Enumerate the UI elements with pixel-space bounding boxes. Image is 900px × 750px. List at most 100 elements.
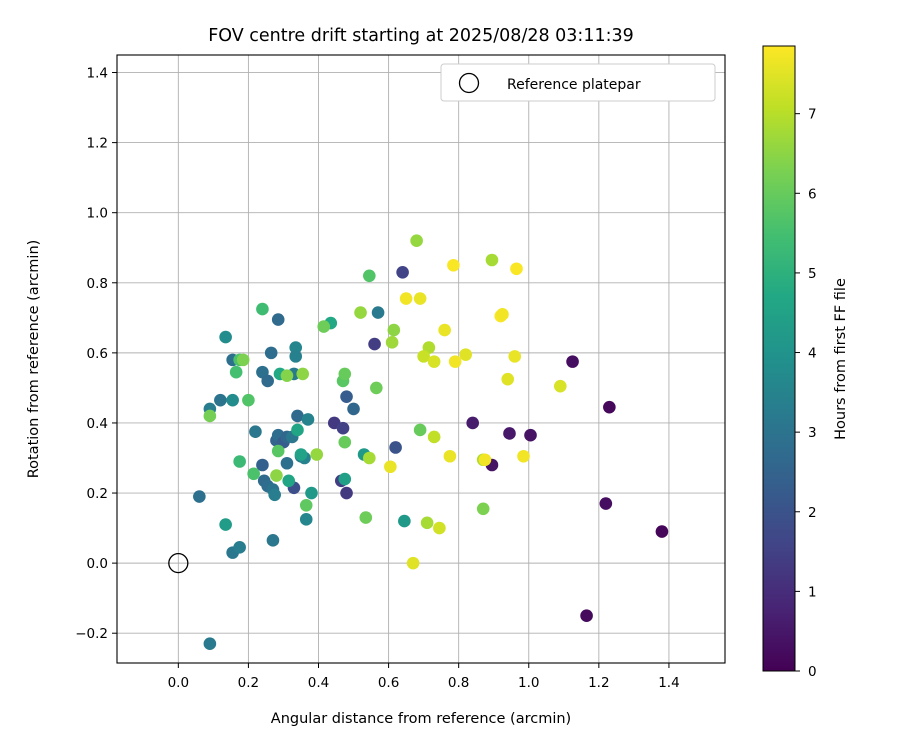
data-point [427,430,441,444]
y-tick-label: 0.4 [87,416,108,432]
y-tick-label: 1.0 [87,206,108,222]
y-tick-label: 1.4 [87,66,108,82]
data-point [193,490,206,503]
data-point [371,306,385,319]
x-tick-label: 0.0 [168,675,189,691]
x-tick-label: 1.4 [658,675,679,691]
data-point [466,416,479,430]
data-point [510,262,523,276]
data-point [410,234,423,248]
data-point [219,330,232,344]
legend-reference-icon [458,72,480,94]
data-point [524,428,537,442]
data-point [359,511,373,524]
data-point [247,467,260,481]
colorbar-tick-label: 3 [808,425,817,441]
data-point [236,353,250,367]
plot-frame [116,54,726,664]
data-point [340,390,353,403]
colorbar-tick-label: 7 [808,107,817,123]
colorbar-tick-label: 0 [808,664,817,680]
x-axis-label: Angular distance from reference (arcmin) [271,711,571,727]
data-point [203,409,217,423]
legend-entry-reference: Reference platepar [507,77,641,93]
data-point [214,393,227,407]
x-tick-label: 1.0 [518,675,539,691]
data-point [406,556,420,570]
colorbar-tick-label: 2 [808,505,817,521]
data-point [447,258,460,272]
data-point [233,541,246,554]
data-point [270,469,283,482]
data-point [317,320,331,333]
x-tick-label: 0.2 [238,675,259,691]
data-point [249,425,262,439]
y-tick-label: −0.2 [75,626,108,642]
data-point [433,521,446,535]
legend: Reference platepar [440,63,716,102]
x-tick-label: 0.4 [308,675,329,691]
data-point [336,421,350,435]
data-point [280,456,294,470]
data-point [338,367,352,381]
data-point [566,355,579,368]
y-tick-label: 1.2 [87,136,108,152]
data-point [363,269,376,283]
data-point [226,393,239,407]
data-point [299,513,313,526]
y-tick-label: 0.0 [87,556,108,572]
reference-marker [168,552,189,574]
data-point [289,350,303,363]
data-point [385,336,399,349]
data-point [478,453,492,467]
data-point [389,441,402,454]
data-point [384,460,397,474]
data-point [219,518,232,531]
colorbar-tick-label: 1 [808,584,817,600]
data-point [508,350,522,363]
colorbar: 0 1 2 3 4 5 6 7 Hours from first FF file [762,45,849,680]
data-point [294,448,308,461]
x-tick-label: 1.2 [588,675,609,691]
data-point [338,435,352,449]
data-point [271,444,285,458]
y-axis-ticks: −0.2 0.0 0.2 0.4 0.6 0.8 1.0 1.2 1.4 [75,66,117,642]
data-point [517,449,530,463]
data-point [438,323,451,337]
x-tick-label: 0.6 [378,675,399,691]
data-point [368,337,381,351]
colorbar-tick-label: 5 [808,266,817,282]
colorbar-ticks: 0 1 2 3 4 5 6 7 [795,107,817,680]
data-point [256,302,269,316]
data-point [282,474,296,488]
data-point [310,448,324,461]
data-point [296,367,310,381]
data-point [420,516,434,530]
data-point [291,409,304,423]
data-point [338,472,352,486]
legend-box [440,63,716,102]
data-point [413,423,427,437]
data-point [476,502,490,516]
data-point [301,413,315,426]
data-point [396,265,409,279]
data-point [271,313,285,326]
data-point [443,449,457,463]
data-point [503,427,516,440]
data-point [268,488,281,502]
data-point [459,348,472,361]
data-point [256,458,269,472]
data-point [264,346,278,360]
data-point [603,400,616,414]
data-point [229,365,243,379]
data-point [305,486,318,500]
data-point [370,381,383,395]
x-tick-label: 0.8 [448,675,469,691]
data-point [289,341,303,354]
scatter-points [193,234,669,651]
y-tick-label: 0.8 [87,276,108,292]
colorbar-tick-label: 4 [808,346,817,362]
data-point [501,372,515,386]
y-tick-label: 0.2 [87,486,108,502]
